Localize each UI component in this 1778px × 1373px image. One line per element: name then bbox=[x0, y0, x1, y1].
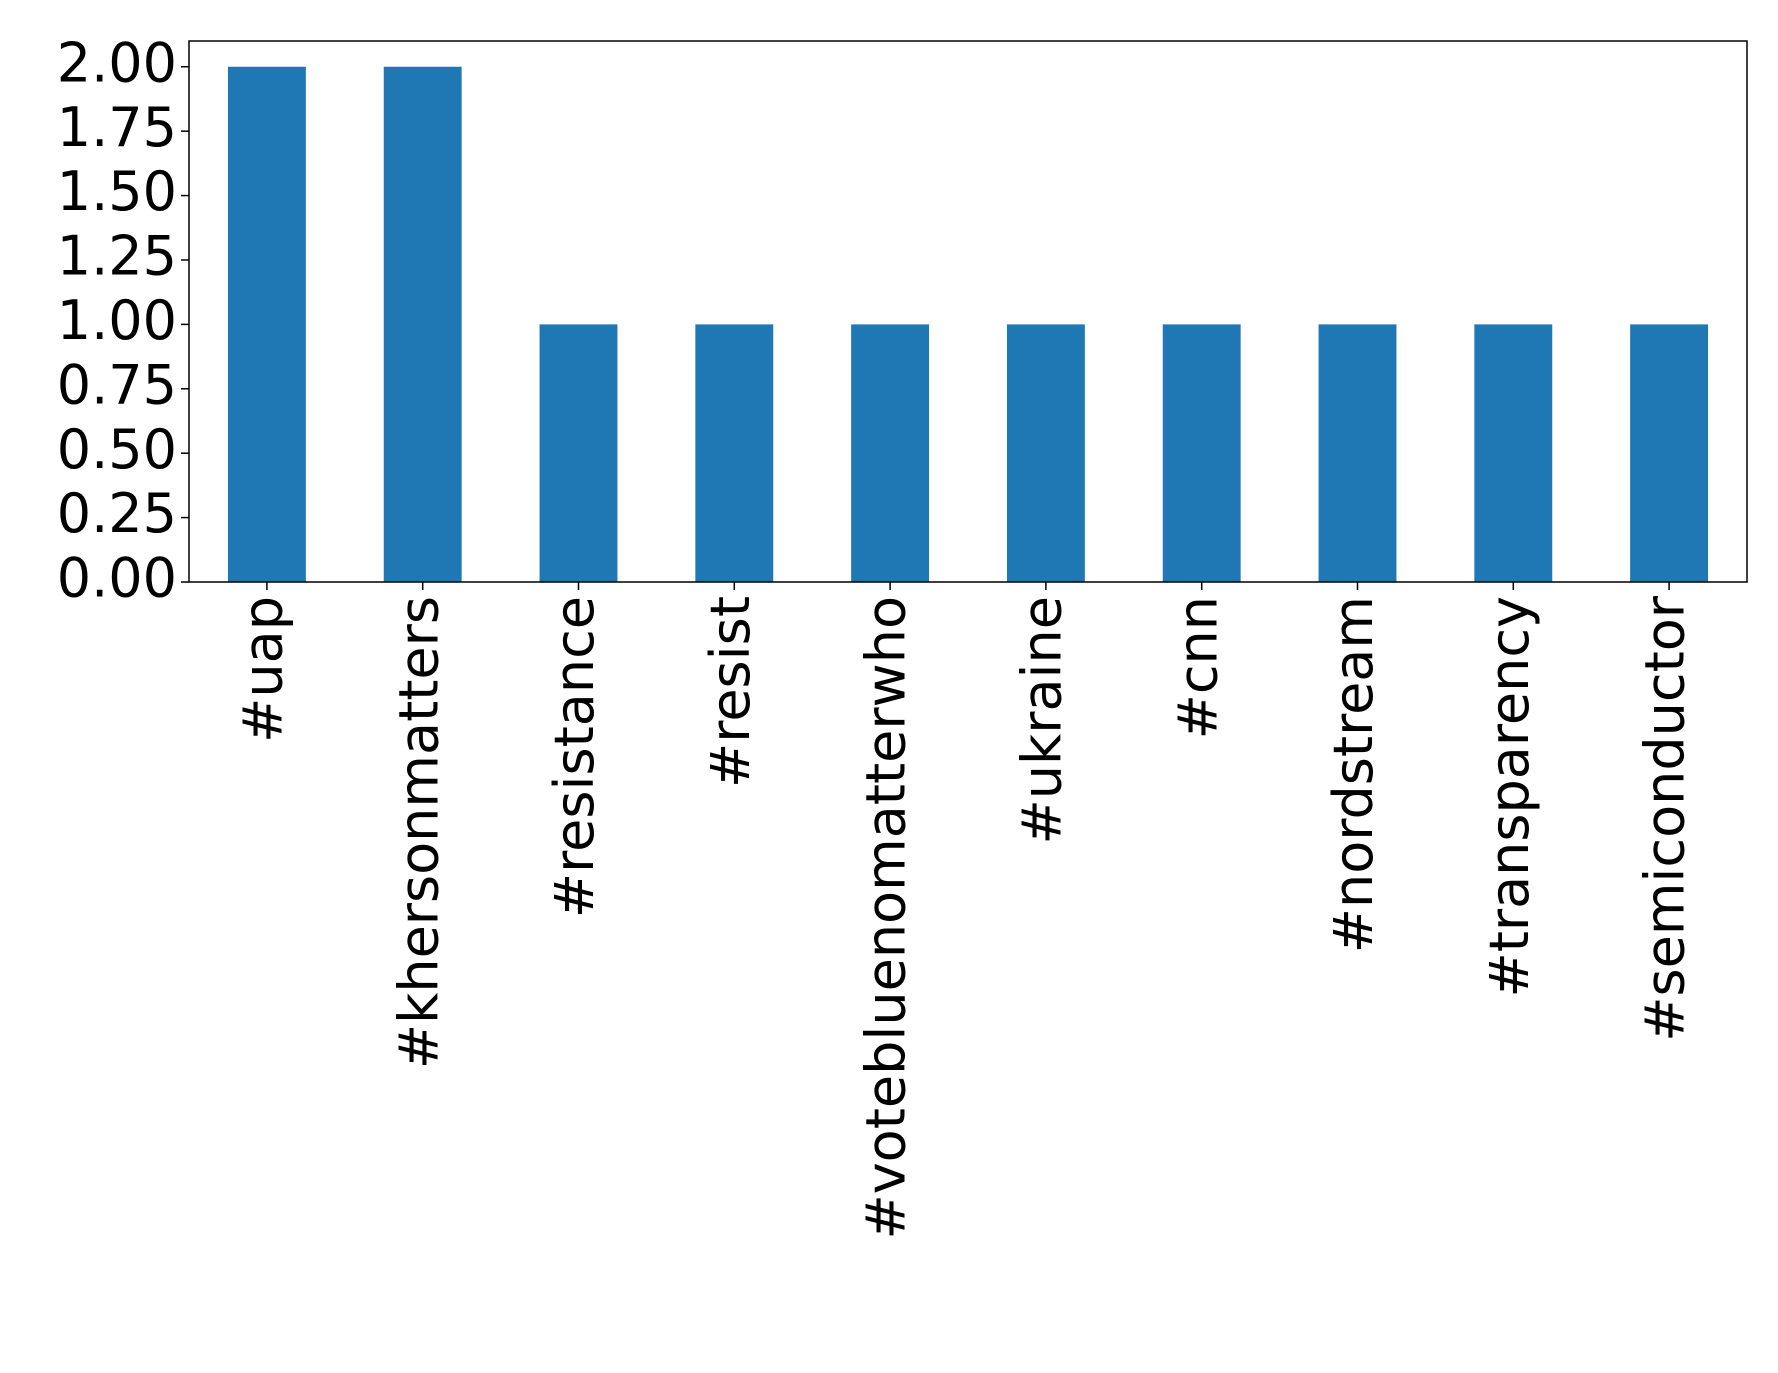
plot-frame bbox=[188, 40, 1748, 583]
bar bbox=[383, 66, 462, 582]
bar bbox=[1474, 324, 1553, 582]
x-tick-label: #resistance bbox=[543, 596, 606, 918]
x-tick-label: #transparency bbox=[1478, 596, 1541, 998]
y-tick-label: 1.00 bbox=[57, 289, 177, 352]
x-tick-label: #votebluenomatterwho bbox=[855, 596, 918, 1240]
y-tick-label: 0.25 bbox=[57, 482, 177, 545]
x-tick-label: #nordstream bbox=[1322, 596, 1385, 953]
x-tick-label: #semiconductor bbox=[1634, 595, 1697, 1042]
y-tick-label: 2.00 bbox=[57, 31, 177, 94]
x-tick-label: #resist bbox=[699, 596, 762, 788]
bar bbox=[1006, 324, 1085, 582]
y-tick-label: 1.50 bbox=[57, 160, 177, 223]
bar bbox=[1162, 324, 1241, 582]
y-tick-label: 0.50 bbox=[57, 418, 177, 481]
x-tick-label: #khersonmatters bbox=[387, 596, 450, 1069]
x-tick-label: #ukraine bbox=[1011, 596, 1074, 844]
bar bbox=[695, 324, 774, 582]
x-tick-label: #cnn bbox=[1166, 596, 1229, 739]
y-tick-label: 1.75 bbox=[57, 96, 177, 159]
x-tick-label: #uap bbox=[232, 596, 295, 743]
bar bbox=[1630, 324, 1709, 582]
bar bbox=[851, 324, 930, 582]
bar bbox=[1318, 324, 1397, 582]
y-tick-label: 0.75 bbox=[57, 353, 177, 416]
y-tick-label: 0.00 bbox=[57, 547, 177, 610]
bar bbox=[539, 324, 618, 582]
bar bbox=[227, 66, 306, 582]
y-tick-label: 1.25 bbox=[57, 225, 177, 288]
